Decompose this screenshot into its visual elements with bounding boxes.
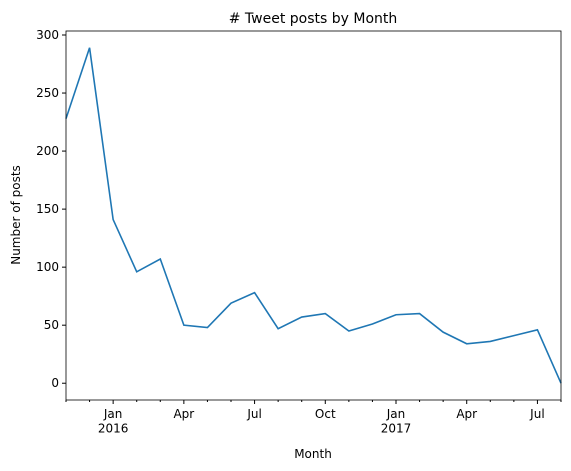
chart-title: # Tweet posts by Month bbox=[229, 11, 398, 27]
plot-frame bbox=[65, 30, 562, 401]
y-tick-label: 300 bbox=[36, 28, 59, 42]
x-tick-label: Jan 2017 bbox=[381, 407, 412, 435]
x-tick-label: Oct bbox=[315, 407, 336, 421]
x-tick-label: Jan 2016 bbox=[98, 407, 129, 435]
y-tick-label: 0 bbox=[51, 376, 59, 390]
x-tick-label: Jul bbox=[529, 407, 544, 421]
y-tick-label: 250 bbox=[36, 86, 59, 100]
line bbox=[65, 47, 562, 384]
y-tick-label: 150 bbox=[36, 202, 59, 216]
x-tick-label: Jul bbox=[246, 407, 261, 421]
x-tick-label: Apr bbox=[456, 407, 477, 421]
y-axis-label: Number of posts bbox=[9, 165, 23, 265]
y-tick-label: 50 bbox=[44, 318, 59, 332]
y-tick-label: 100 bbox=[36, 260, 59, 274]
x-axis-label: Month bbox=[294, 447, 332, 461]
y-tick-label: 200 bbox=[36, 144, 59, 158]
x-tick-label: Apr bbox=[173, 407, 194, 421]
